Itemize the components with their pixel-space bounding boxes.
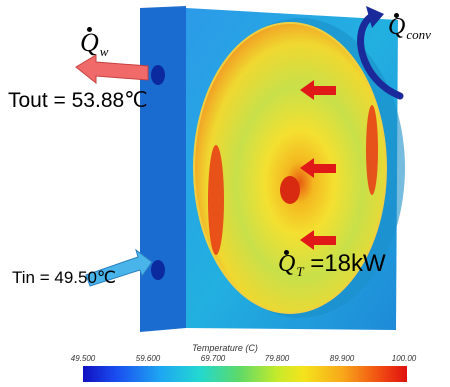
inlet-port <box>151 260 165 280</box>
temperature-colorbar <box>83 366 407 382</box>
heat-arrow-1 <box>300 80 336 100</box>
q-water-label: Qw <box>80 27 109 59</box>
outlet-port <box>151 65 165 85</box>
q-total-label: QT =18kW <box>278 250 386 279</box>
hot-spot-center <box>280 176 300 204</box>
colorbar-tick: 69.700 <box>200 354 226 363</box>
outlet-temperature-label: Tout = 53.88℃ <box>8 89 148 112</box>
heater-disc <box>193 22 387 314</box>
inlet-temperature-label: Tin = 49.50℃ <box>12 268 116 287</box>
heat-arrow-2 <box>300 158 336 178</box>
hot-band-right <box>366 105 378 195</box>
colorbar-tick: 49.500 <box>70 354 96 363</box>
colorbar-tick: 79.800 <box>264 354 290 363</box>
q-convection-label: Qconv <box>388 13 431 42</box>
block-left-side <box>140 8 186 332</box>
water-in-arrow <box>85 248 153 287</box>
convection-arrowhead <box>366 6 384 28</box>
colorbar-title: Temperature (C) <box>192 343 258 353</box>
heat-arrow-3 <box>300 230 336 250</box>
convection-arrow <box>357 12 404 100</box>
colorbar-tick: 59.600 <box>135 354 161 363</box>
colorbar-tick: 89.900 <box>329 354 355 363</box>
hot-band-left <box>208 145 224 255</box>
water-out-arrow <box>75 54 149 85</box>
colorbar-tick: 100.00 <box>391 354 417 363</box>
